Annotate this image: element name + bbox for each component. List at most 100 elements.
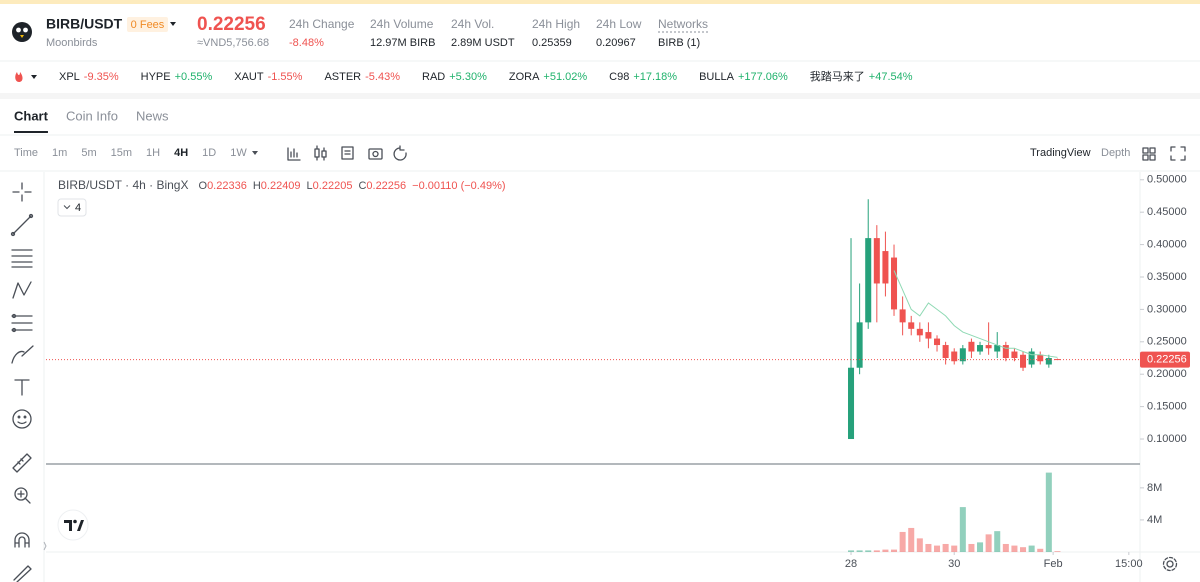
last-price-label: 0.22256 xyxy=(1147,353,1187,365)
stat-label: 24h Change xyxy=(289,17,355,31)
volume-bar xyxy=(994,531,1001,552)
fib-tool[interactable] xyxy=(11,249,33,268)
chart-title: BIRB/USDT · 4h · BingX xyxy=(58,178,189,192)
last-price: 0.22256 xyxy=(197,14,266,35)
chart-type-icon[interactable] xyxy=(287,147,301,161)
symbol[interactable]: BIRB/USDT xyxy=(46,16,123,32)
ticker-name[interactable]: ZORA xyxy=(509,71,540,83)
ticker-name[interactable]: BULLA xyxy=(699,71,735,83)
template-icon[interactable] xyxy=(341,146,354,160)
candle-body xyxy=(1045,358,1052,365)
projection-tool[interactable] xyxy=(11,313,33,333)
volume-bar xyxy=(1011,545,1018,552)
volume-bar xyxy=(908,527,915,552)
ticker-change[interactable]: +47.54% xyxy=(869,71,913,83)
ticker-name[interactable]: RAD xyxy=(422,71,445,83)
interval[interactable]: 1H xyxy=(146,147,160,159)
interval[interactable]: 15m xyxy=(111,147,132,159)
tab[interactable]: News xyxy=(136,108,169,123)
pencil-lock-tool[interactable] xyxy=(13,565,32,582)
ticker-change[interactable]: +17.18% xyxy=(633,71,677,83)
candle-body xyxy=(942,345,949,359)
ticker-name[interactable]: ASTER xyxy=(324,71,361,83)
chart-settings[interactable] xyxy=(1162,556,1178,572)
ticker-name[interactable]: XAUT xyxy=(234,71,264,83)
tab[interactable]: Chart xyxy=(14,108,49,123)
stat-label[interactable]: Networks xyxy=(658,17,708,31)
text-tool[interactable] xyxy=(14,379,30,396)
hot-icon[interactable] xyxy=(15,72,23,82)
candle-body xyxy=(1002,345,1009,359)
indicator-toggle[interactable] xyxy=(57,198,87,217)
volume-bar xyxy=(959,507,966,552)
stat-label: 24h Low xyxy=(596,17,642,31)
fees-badge xyxy=(127,17,168,32)
volume-bar xyxy=(951,545,958,552)
fullscreen-icon[interactable] xyxy=(1170,146,1186,161)
ticker-change[interactable]: +177.06% xyxy=(738,71,788,83)
coin-logo xyxy=(12,22,32,42)
stat-value: 0.25359 xyxy=(532,37,572,49)
legend-value: 0.22205 xyxy=(313,180,353,192)
view-option[interactable]: Depth xyxy=(1101,147,1130,159)
tab[interactable]: Coin Info xyxy=(66,108,118,123)
interval-dropdown[interactable] xyxy=(252,151,258,155)
candle-body xyxy=(873,238,880,284)
y-tick-label: 0.35000 xyxy=(1147,271,1187,283)
volume-bar xyxy=(891,549,898,552)
interval[interactable]: 1m xyxy=(52,147,67,159)
reset-icon[interactable] xyxy=(393,145,407,161)
legend-key: C xyxy=(358,180,366,192)
candle-body xyxy=(891,257,898,310)
ticker-change[interactable]: -5.43% xyxy=(365,71,400,83)
ticker-change[interactable]: +51.02% xyxy=(543,71,587,83)
ticker-change[interactable]: -9.35% xyxy=(84,71,119,83)
trendline-tool[interactable] xyxy=(10,213,34,237)
brush-tool[interactable] xyxy=(11,345,34,364)
x-tick-label: Feb xyxy=(1044,558,1063,570)
y-tick-label: 0.50000 xyxy=(1147,174,1187,186)
zoom-tool[interactable] xyxy=(14,487,31,504)
ticker-name[interactable]: 我踏马来了 xyxy=(810,69,865,83)
interval[interactable]: Time xyxy=(14,147,38,159)
interval[interactable]: 1D xyxy=(202,147,216,159)
screenshot-icon[interactable] xyxy=(368,148,383,160)
candle-body xyxy=(1037,354,1044,362)
pattern-tool[interactable] xyxy=(12,281,32,299)
ticker-name[interactable]: HYPE xyxy=(141,71,171,83)
volume-bar xyxy=(968,543,975,552)
indicator-caret xyxy=(63,205,71,210)
emoji-tool[interactable] xyxy=(12,409,32,429)
legend-key: H xyxy=(253,180,261,192)
interval[interactable]: 4H xyxy=(174,147,188,159)
x-tick-label: 15:00 xyxy=(1115,558,1143,570)
symbol-dropdown[interactable] xyxy=(170,22,176,26)
candle-body xyxy=(856,322,863,368)
candle-body xyxy=(968,341,975,352)
magnet-tool[interactable] xyxy=(14,532,30,548)
ticker-name[interactable]: C98 xyxy=(609,71,629,83)
interval[interactable]: 1W xyxy=(230,147,247,159)
top-strip xyxy=(0,0,1200,4)
ticker-change[interactable]: +5.30% xyxy=(449,71,487,83)
view-option[interactable]: TradingView xyxy=(1030,147,1091,159)
legend-value: 0.22256 xyxy=(366,180,406,192)
indicator-count: 4 xyxy=(75,202,81,214)
crosshair-tool[interactable] xyxy=(12,182,32,202)
ticker-change[interactable]: -1.55% xyxy=(268,71,303,83)
ticker-change[interactable]: +0.55% xyxy=(175,71,213,83)
layout-icon[interactable] xyxy=(1142,147,1156,161)
ruler-tool[interactable] xyxy=(12,453,32,473)
indicator-icon[interactable] xyxy=(314,145,327,161)
toolbar-collapse[interactable] xyxy=(43,541,47,551)
ticker-name[interactable]: XPL xyxy=(59,71,80,83)
hot-dropdown[interactable] xyxy=(31,75,37,79)
candle-body xyxy=(934,338,941,346)
volume-bar xyxy=(1002,543,1009,552)
volume-bar xyxy=(934,545,941,552)
candle-body xyxy=(994,345,1001,352)
y-tick-label: 0.45000 xyxy=(1147,206,1187,218)
interval[interactable]: 5m xyxy=(81,147,96,159)
